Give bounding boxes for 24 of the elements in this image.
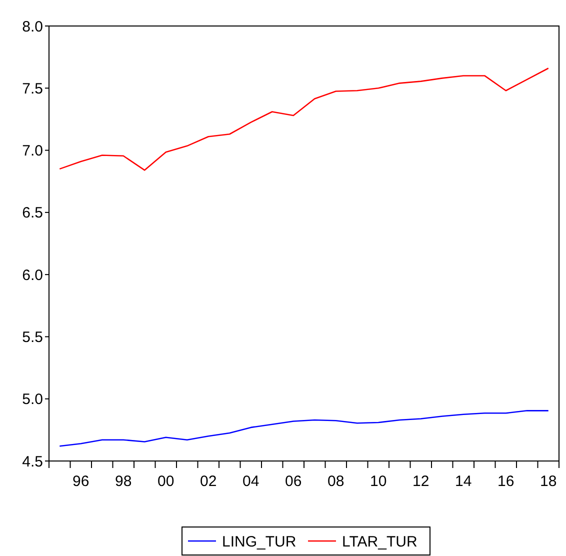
y-tick-label: 5.5 (22, 328, 43, 346)
line-series (58, 68, 550, 171)
y-tick-label: 4.5 (22, 453, 43, 470)
y-tick-label: 6.0 (22, 266, 43, 284)
line-series (58, 410, 550, 447)
x-tick-label: 16 (498, 473, 514, 490)
x-tick-label: 10 (370, 473, 387, 490)
y-tick-label: 5.0 (22, 391, 43, 408)
x-tick-label: 12 (412, 473, 430, 490)
legend-label: LING_TUR (222, 533, 296, 550)
x-tick-label: 06 (285, 473, 302, 490)
y-tick-label: 7.0 (22, 142, 43, 160)
x-tick-label: 00 (158, 473, 174, 490)
x-tick-label: 08 (328, 473, 344, 490)
x-tick-label: 04 (242, 473, 260, 490)
y-tick-label: 8.0 (22, 18, 43, 36)
x-tick-label: 14 (455, 473, 472, 490)
legend-label: LTAR_TUR (342, 533, 418, 550)
x-tick-label: 18 (540, 473, 557, 490)
y-tick-label: 7.5 (22, 80, 43, 98)
x-tick-label: 96 (72, 473, 90, 490)
x-tick-label: 98 (115, 473, 132, 490)
x-tick-label: 02 (200, 473, 217, 490)
y-tick-label: 6.5 (22, 204, 43, 222)
